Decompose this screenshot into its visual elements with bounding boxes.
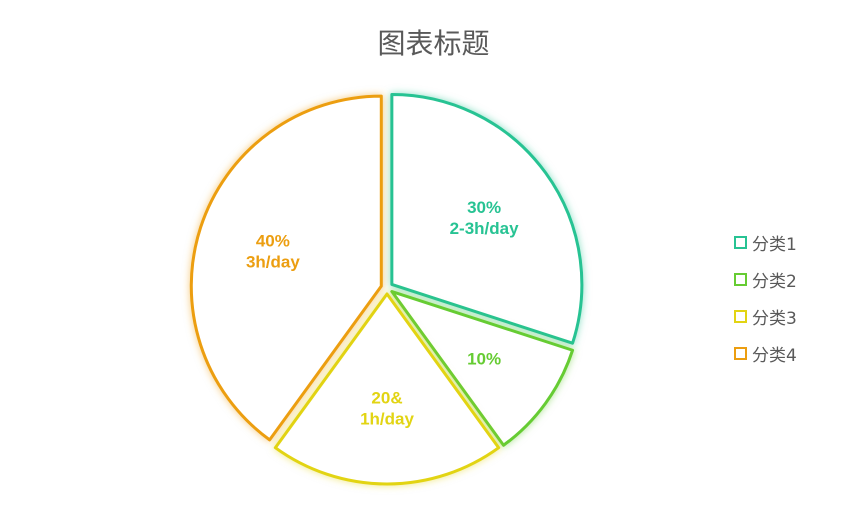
pie-slice-1[interactable] <box>390 92 584 345</box>
legend-label-1: 分类1 <box>752 235 797 255</box>
legend-item-4[interactable]: 分类4 <box>734 335 797 372</box>
slice-label-1-line-2: 2-3h/day <box>450 219 520 238</box>
slice-label-1-line-1: 30% <box>467 198 501 217</box>
slice-label-4-line-2: 3h/day <box>246 252 300 271</box>
pie-slice-4[interactable] <box>189 94 383 442</box>
slice-label-2-line-1: 10% <box>467 350 501 369</box>
slice-label-4-line-1: 40% <box>256 231 290 250</box>
legend-label-4: 分类4 <box>752 346 797 366</box>
legend-swatch-4 <box>734 347 747 360</box>
legend-item-1[interactable]: 分类1 <box>734 224 797 261</box>
legend-swatch-3 <box>734 310 747 323</box>
slice-label-3-line-1: 20& <box>371 389 402 408</box>
legend-swatch-2 <box>734 273 747 286</box>
legend-item-2[interactable]: 分类2 <box>734 261 797 298</box>
legend-swatch-1 <box>734 236 747 249</box>
slice-label-3-line-2: 1h/day <box>360 410 414 429</box>
legend-item-3[interactable]: 分类3 <box>734 298 797 335</box>
legend-label-2: 分类2 <box>752 272 797 292</box>
legend: 分类1 分类2 分类3 分类4 <box>734 224 797 372</box>
chart-title: 图表标题 <box>377 27 490 60</box>
pie-slice-3[interactable] <box>273 292 501 486</box>
legend-label-3: 分类3 <box>752 309 797 329</box>
pie-slice-2[interactable] <box>390 290 575 447</box>
